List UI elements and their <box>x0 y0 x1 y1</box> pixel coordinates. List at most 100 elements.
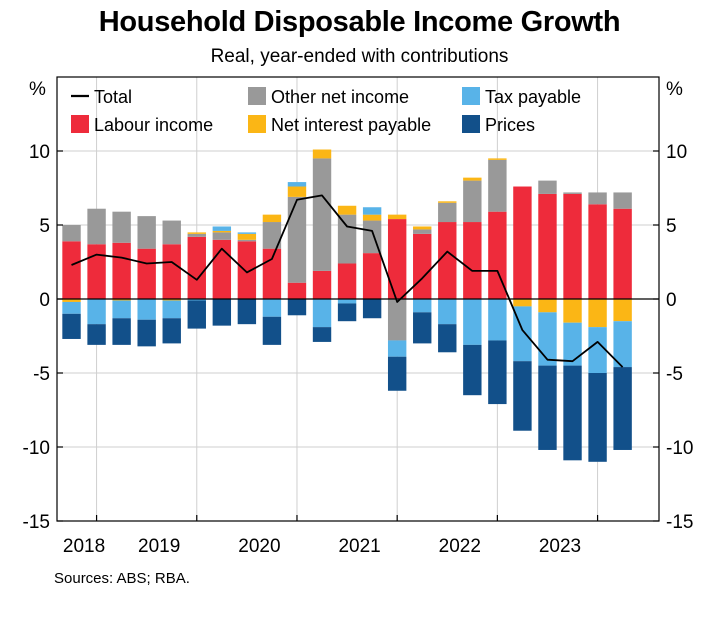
bar-prices <box>362 299 382 319</box>
bar-net-interest-payable <box>262 214 282 223</box>
total-line-layer <box>71 194 624 368</box>
bar-other-net-income <box>613 192 632 209</box>
bar-tax-payable <box>438 299 457 325</box>
source-note: Sources: ABS; RBA. <box>54 570 190 587</box>
legend-label: Other net income <box>271 87 409 107</box>
legend-label: Tax payable <box>485 87 581 107</box>
bar-other-net-income <box>312 158 332 271</box>
bar-prices <box>212 299 232 326</box>
bar-net-interest-payable <box>162 299 181 301</box>
bar-prices <box>162 318 181 344</box>
bar-net-interest-payable <box>488 158 507 160</box>
bar-tax-payable <box>262 299 282 317</box>
bar-prices <box>513 361 532 431</box>
xtick-label-year: 2019 <box>138 536 180 557</box>
xtick-label-year: 2022 <box>439 536 481 557</box>
ytick-label-left: -10 <box>23 438 50 459</box>
axes: 10 10 5 5 0 0 -5 -5 -10 -10 -15 -15% % 2018 2019 2020 20… <box>23 79 694 557</box>
bar-labour-income <box>287 282 307 299</box>
bar-other-net-income <box>488 159 507 212</box>
bar-tax-payable <box>62 301 81 314</box>
bar-tax-payable <box>87 299 106 325</box>
bar-tax-payable <box>112 300 131 319</box>
bar-tax-payable <box>588 327 607 373</box>
chart-title: Household Disposable Income Growth <box>98 6 621 38</box>
bar-other-net-income <box>337 214 357 264</box>
bar-net-interest-payable <box>362 214 382 221</box>
ytick-label-left: -5 <box>33 364 50 385</box>
bar-tax-payable <box>362 207 382 215</box>
bar-other-net-income <box>287 196 307 283</box>
bar-labour-income <box>137 248 156 299</box>
legend-label: Labour income <box>94 115 213 135</box>
bar-prices <box>287 299 307 316</box>
bar-prices <box>488 340 507 405</box>
bar-labour-income <box>312 270 332 299</box>
bar-labour-income <box>87 244 106 299</box>
bar-other-net-income <box>387 299 407 341</box>
bar-prices <box>337 303 357 322</box>
legend-swatch-labour-income <box>71 115 89 133</box>
bar-prices <box>413 312 432 344</box>
bar-net-interest-payable <box>538 299 557 313</box>
bar-other-net-income <box>538 180 557 194</box>
bar-labour-income <box>237 241 257 299</box>
bar-labour-income <box>362 253 382 299</box>
bar-other-net-income <box>563 192 582 194</box>
bar-prices <box>613 367 632 450</box>
bar-net-interest-payable <box>563 299 582 323</box>
bar-net-interest-payable <box>513 299 532 307</box>
ytick-label-right: 5 <box>666 216 677 237</box>
xtick-label-year: 2018 <box>63 536 105 557</box>
bar-other-net-income <box>137 216 156 249</box>
bar-other-net-income <box>212 232 232 240</box>
bar-net-interest-payable <box>212 230 232 233</box>
bar-other-net-income <box>112 211 131 243</box>
bar-other-net-income <box>588 192 607 205</box>
bar-tax-payable <box>287 182 307 187</box>
legend-swatch-net-interest-payable <box>248 115 266 133</box>
bar-labour-income <box>513 186 532 299</box>
bar-prices <box>237 299 257 325</box>
bar-net-interest-payable <box>463 177 482 181</box>
ytick-label-right: -5 <box>666 364 683 385</box>
bar-tax-payable <box>212 226 232 231</box>
bar-prices <box>312 327 332 342</box>
bar-tax-payable <box>463 299 482 345</box>
bar-labour-income <box>538 193 557 299</box>
ytick-label-left: 10 <box>29 142 50 163</box>
bar-labour-income <box>413 233 432 299</box>
bar-labour-income <box>337 263 357 299</box>
bar-tax-payable <box>387 340 407 357</box>
bar-tax-payable <box>488 299 507 341</box>
bar-prices <box>262 316 282 345</box>
bar-tax-payable <box>187 299 206 301</box>
bar-net-interest-payable <box>62 299 81 302</box>
bar-prices <box>563 365 582 461</box>
bar-net-interest-payable <box>438 201 457 203</box>
ytick-label-right: 0 <box>666 290 677 311</box>
chart-subtitle: Real, year-ended with contributions <box>210 46 509 67</box>
ytick-label-left: 0 <box>39 290 50 311</box>
bar-labour-income <box>387 219 407 299</box>
bar-other-net-income <box>438 202 457 223</box>
bar-other-net-income <box>237 239 257 242</box>
total-line <box>71 194 624 368</box>
bar-other-net-income <box>162 220 181 245</box>
bar-labour-income <box>187 236 206 299</box>
legend-swatch-prices <box>462 115 480 133</box>
bar-net-interest-payable <box>588 299 607 328</box>
bar-prices <box>438 324 457 353</box>
bar-prices <box>87 324 106 345</box>
bar-tax-payable <box>162 300 181 319</box>
bar-net-interest-payable <box>237 233 257 240</box>
xtick-label-year: 2023 <box>539 536 581 557</box>
bar-labour-income <box>588 204 607 299</box>
bar-labour-income <box>162 244 181 299</box>
bar-labour-income <box>488 211 507 299</box>
bar-labour-income <box>62 241 81 299</box>
bar-prices <box>187 300 206 329</box>
xtick-label-year: 2020 <box>238 536 280 557</box>
stacked-bars <box>62 149 632 462</box>
